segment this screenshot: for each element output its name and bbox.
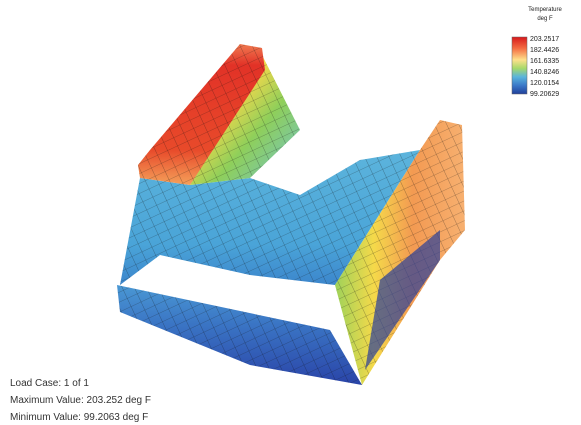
legend-label: 182.4426 xyxy=(530,47,559,54)
load-case: Load Case: 1 of 1 xyxy=(10,378,89,389)
legend-label: 99.20629 xyxy=(530,91,559,98)
legend-title: Temperature xyxy=(528,7,562,13)
legend: Temperature deg F 203.2517 182.4426 161.… xyxy=(512,7,563,98)
minimum-value: Minimum Value: 99.2063 deg F xyxy=(10,412,148,423)
legend-label: 140.8246 xyxy=(530,69,559,76)
model xyxy=(117,44,465,385)
legend-label: 120.0154 xyxy=(530,80,559,87)
legend-label: 203.2517 xyxy=(530,36,559,43)
legend-label: 161.6335 xyxy=(530,58,559,65)
legend-bar xyxy=(512,37,527,94)
maximum-value: Maximum Value: 203.252 deg F xyxy=(10,395,151,406)
legend-unit: deg F xyxy=(537,16,553,22)
screenshot: Temperature deg F 203.2517 182.4426 161.… xyxy=(0,0,581,425)
